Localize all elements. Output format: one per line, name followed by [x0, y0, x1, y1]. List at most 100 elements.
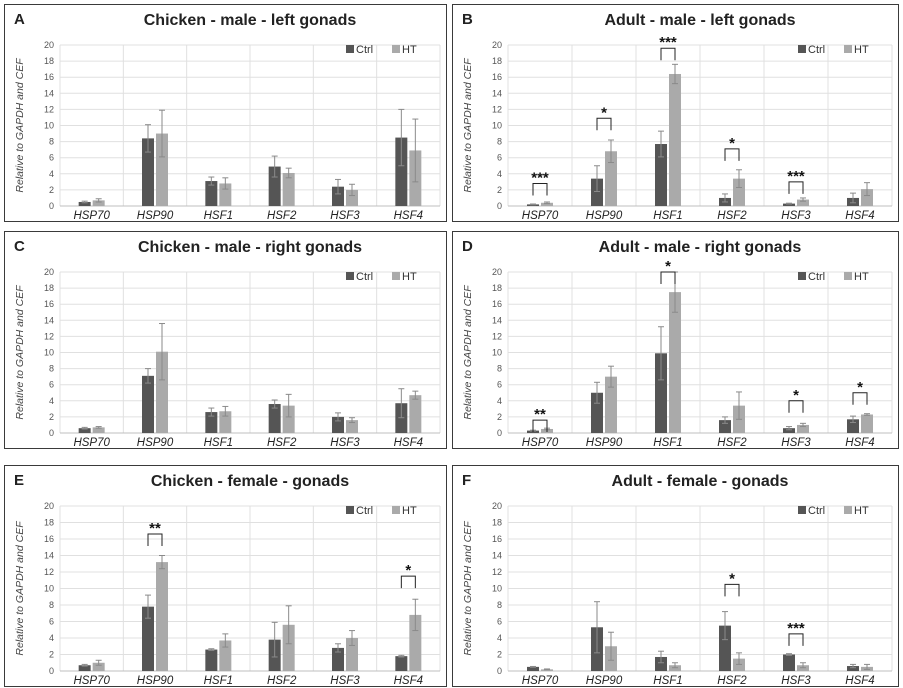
y-tick-label: 20 [44, 267, 54, 277]
y-tick-label: 16 [44, 534, 54, 544]
y-tick-label: 0 [497, 201, 502, 211]
bar-ctrl [205, 650, 217, 671]
legend-label-ctrl: Ctrl [356, 505, 373, 517]
legend-swatch-ht [844, 272, 852, 280]
y-tick-label: 4 [497, 633, 502, 643]
legend-swatch-ht [844, 506, 852, 514]
category-label: HSP70 [522, 675, 559, 687]
y-tick-label: 4 [497, 169, 502, 179]
y-tick-label: 4 [497, 396, 502, 406]
category-label: HSP90 [586, 675, 623, 687]
category-label: HSF1 [204, 437, 233, 449]
y-tick-label: 14 [492, 551, 502, 561]
y-tick-label: 6 [49, 617, 54, 627]
category-label: HSP90 [586, 437, 623, 449]
bar-ctrl [395, 656, 407, 671]
category-label: HSP70 [522, 437, 559, 449]
y-tick-label: 14 [44, 315, 54, 325]
y-tick-label: 0 [49, 666, 54, 676]
y-tick-label: 0 [49, 428, 54, 438]
panel-d: D Adult - male - right gonads 0 2 4 6 8 10 12 14 1… [452, 231, 899, 449]
panel-a: A Chicken - male - left gonads 0 2 4 6 8 10 12 14… [4, 4, 447, 222]
y-tick-label: 12 [44, 567, 54, 577]
category-label: HSF2 [717, 210, 747, 222]
panel-c: C Chicken - male - right gonads 0 2 4 6 8 10 12 1… [4, 231, 447, 449]
panel-letter-e: E [14, 472, 24, 489]
y-axis-label: Relative to GAPDH and CEF [14, 285, 26, 420]
category-label: HSP90 [137, 210, 174, 222]
y-axis-label: Relative to GAPDH and CEF [14, 521, 26, 656]
y-tick-label: 4 [49, 396, 54, 406]
legend-label-ht: HT [854, 271, 869, 283]
category-label: HSF4 [845, 210, 874, 222]
y-axis-label: Relative to GAPDH and CEF [14, 58, 26, 193]
category-label: HSF2 [717, 437, 747, 449]
panel-letter-b: B [462, 11, 473, 28]
legend-swatch-ctrl [798, 272, 806, 280]
y-tick-label: 8 [49, 600, 54, 610]
y-tick-label: 10 [492, 348, 502, 358]
bar-ht [409, 395, 421, 433]
category-label: HSF2 [267, 437, 297, 449]
category-label: HSF1 [204, 210, 233, 222]
y-tick-label: 0 [49, 201, 54, 211]
y-tick-label: 14 [492, 315, 502, 325]
y-tick-label: 10 [44, 121, 54, 131]
chart-title: Chicken - female - gonads [151, 473, 349, 490]
chart-b: B Adult - male - left gonads 0 2 4 6 8 10 12 14 16… [453, 5, 900, 223]
category-label: HSF3 [781, 210, 811, 222]
y-tick-label: 20 [492, 40, 502, 50]
y-tick-label: 12 [44, 331, 54, 341]
y-tick-label: 16 [492, 534, 502, 544]
legend-swatch-ctrl [798, 45, 806, 53]
y-tick-label: 2 [49, 650, 54, 660]
y-tick-label: 10 [44, 584, 54, 594]
chart-d: D Adult - male - right gonads024681012141… [453, 232, 900, 450]
chart-title: Chicken - male - right gonads [138, 239, 362, 256]
y-tick-label: 10 [492, 121, 502, 131]
y-tick-label: 6 [497, 380, 502, 390]
legend-swatch-ctrl [346, 272, 354, 280]
significance-marker: ** [534, 406, 546, 423]
bar-ctrl [142, 376, 154, 433]
category-label: HSF1 [204, 675, 233, 687]
y-tick-label: 16 [492, 72, 502, 82]
bar-ht [669, 292, 681, 433]
panel-letter-a: A [14, 11, 25, 28]
chart-e: E Chicken - female - gonads 0 2 4 6 8 10 12 14 16 1… [5, 466, 448, 688]
panel-f: F Adult - female - gonads 0 2 4 6 8 10 12 14 16 18 2… [452, 465, 899, 687]
significance-marker: * [665, 258, 671, 275]
significance-marker: *** [659, 34, 677, 51]
y-tick-label: 2 [497, 185, 502, 195]
category-label: HSF1 [653, 437, 682, 449]
panel-letter-d: D [462, 238, 473, 255]
y-tick-label: 20 [44, 501, 54, 511]
y-tick-label: 14 [492, 88, 502, 98]
legend-swatch-ctrl [798, 506, 806, 514]
y-tick-label: 8 [49, 364, 54, 374]
legend-swatch-ctrl [346, 45, 354, 53]
y-tick-label: 10 [492, 584, 502, 594]
y-tick-label: 8 [49, 137, 54, 147]
legend-label-ctrl: Ctrl [356, 271, 373, 283]
y-tick-label: 20 [44, 40, 54, 50]
legend-swatch-ht [844, 45, 852, 53]
legend-label-ht: HT [402, 271, 417, 283]
bar-ht [861, 414, 873, 433]
y-tick-label: 20 [492, 267, 502, 277]
bar-ht [669, 74, 681, 206]
panel-letter-f: F [462, 472, 471, 489]
significance-marker: * [729, 570, 735, 587]
y-axis-label: Relative to GAPDH and CEF [462, 58, 474, 193]
chart-f: F Adult - female - gonads0246810121416182… [453, 466, 900, 688]
category-label: HSF3 [330, 210, 360, 222]
y-tick-label: 10 [44, 348, 54, 358]
y-tick-label: 6 [49, 153, 54, 163]
y-tick-label: 6 [497, 617, 502, 627]
y-tick-label: 20 [492, 501, 502, 511]
significance-marker: * [601, 104, 607, 121]
y-tick-label: 18 [44, 56, 54, 66]
category-label: HSF1 [653, 210, 682, 222]
chart-title: Adult - male - right gonads [599, 239, 802, 256]
y-tick-label: 2 [497, 650, 502, 660]
